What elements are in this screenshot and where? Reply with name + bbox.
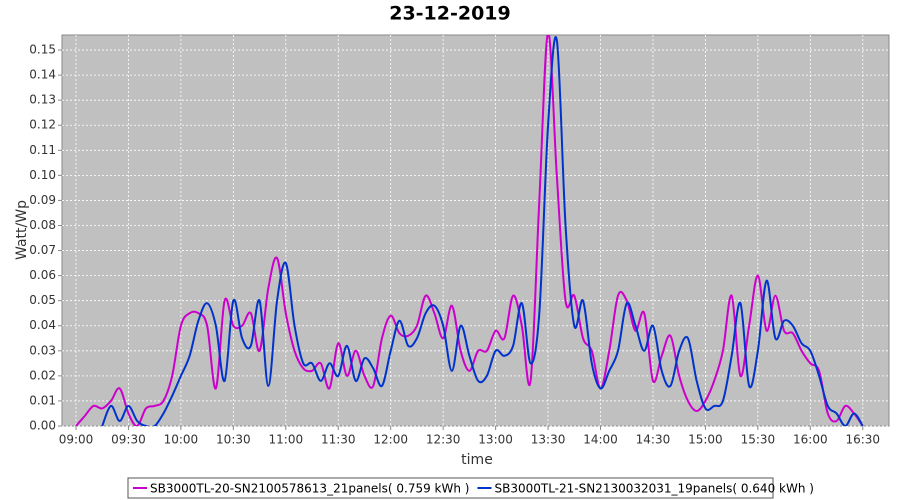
x-tick-label: 13:00 [478,433,513,447]
y-tick-label: 0.03 [29,343,56,357]
x-tick-label: 12:00 [373,433,408,447]
legend-box [127,477,774,499]
y-tick-label: 0.09 [29,193,56,207]
y-tick-label: 0.07 [29,243,56,257]
x-tick-label: 13:30 [531,433,566,447]
legend-label: SB3000TL-21-SN2130032031_19panels( 0.640… [494,482,813,496]
y-tick-label: 0.15 [29,43,56,57]
y-tick-label: 0.13 [29,93,56,107]
x-tick-label: 11:30 [321,433,356,447]
y-tick-label: 0.14 [29,68,56,82]
x-tick-label: 12:30 [426,433,461,447]
y-axis-label: Watt/Wp [14,200,30,260]
x-tick-label: 15:00 [688,433,723,447]
y-tick-label: 0.05 [29,293,56,307]
series-line [101,36,864,426]
x-tick-label: 14:00 [583,433,618,447]
y-tick-label: 0.11 [29,143,56,157]
y-tick-label: 0.08 [29,218,56,232]
x-tick-label: 09:00 [59,433,94,447]
legend-label: SB3000TL-20-SN2100578613_21panels( 0.759… [150,482,469,496]
legend: SB3000TL-20-SN2100578613_21panels( 0.759… [133,482,814,496]
chart-title: 23-12-2019 [389,3,511,25]
y-tick-label: 0.12 [29,118,56,132]
lines [75,35,864,426]
x-axis-label: time [461,452,493,468]
x-tick-label: 14:30 [636,433,671,447]
y-tick-label: 0.04 [29,318,56,332]
x-tick-label: 11:00 [269,433,304,447]
x-tick-label: 10:30 [216,433,251,447]
y-tick-label: 0.06 [29,268,56,282]
grid [62,35,889,427]
x-tick-label: 16:00 [793,433,828,447]
x-tick-label: 16:30 [845,433,880,447]
axes: 0.00 0.01 0.02 0.03 0.04 0.05 0.06 0.07 0.08 0.09… [29,43,880,447]
y-tick-label: 0.00 [29,419,56,433]
x-tick-label: 15:30 [741,433,776,447]
x-tick-label: 09:30 [111,433,146,447]
y-tick-label: 0.02 [29,368,56,382]
y-tick-label: 0.10 [29,168,56,182]
series-line [75,35,864,426]
x-tick-label: 10:00 [164,433,199,447]
y-tick-label: 0.01 [29,393,56,407]
